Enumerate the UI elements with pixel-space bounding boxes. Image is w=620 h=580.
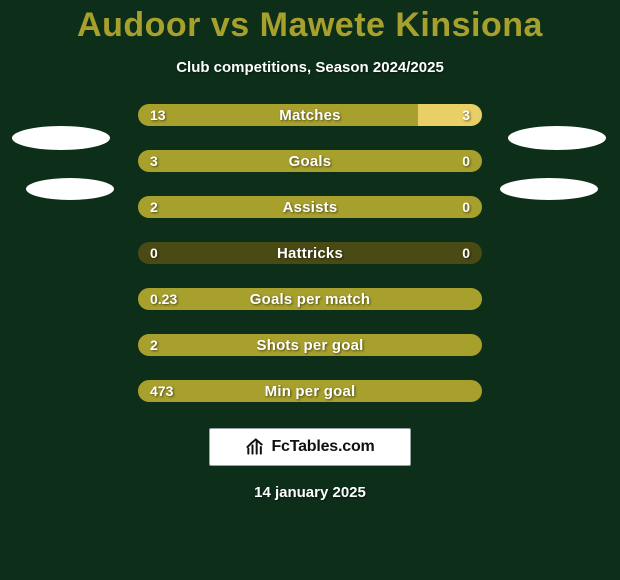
subtitle: Club competitions, Season 2024/2025 — [176, 59, 444, 76]
source-logo-text: FcTables.com — [271, 438, 374, 456]
source-logo-box: FcTables.com — [209, 428, 411, 466]
decorative-oval — [26, 178, 114, 200]
player1-bar — [138, 104, 418, 126]
player1-bar — [138, 288, 482, 310]
stat-row: Hattricks0 0 — [138, 242, 482, 264]
player2-value: 0 — [462, 242, 470, 264]
comparison-infographic: Audoor vs Mawete Kinsiona Club competiti… — [0, 0, 620, 580]
stat-row: Min per goal473 — [138, 380, 482, 402]
chart-icon — [245, 437, 265, 457]
date-text: 14 january 2025 — [254, 484, 366, 501]
stat-row: Matches133 — [138, 104, 482, 126]
player1-bar — [138, 150, 482, 172]
decorative-oval — [12, 126, 110, 150]
stat-row: Shots per goal2 — [138, 334, 482, 356]
stat-row: Goals30 — [138, 150, 482, 172]
stat-rows: Matches133 Goals30 Assists20 Hattricks0 0 Goa… — [138, 104, 482, 402]
player2-bar — [418, 104, 483, 126]
stat-row: Assists20 — [138, 196, 482, 218]
decorative-oval — [508, 126, 606, 150]
player1-bar — [138, 334, 482, 356]
page-title: Audoor vs Mawete Kinsiona — [77, 6, 543, 45]
player1-bar — [138, 380, 482, 402]
stat-row: Goals per match0.23 — [138, 288, 482, 310]
player1-bar — [138, 196, 482, 218]
stat-label: Hattricks — [138, 242, 482, 264]
player1-value: 0 — [150, 242, 158, 264]
decorative-oval — [500, 178, 598, 200]
